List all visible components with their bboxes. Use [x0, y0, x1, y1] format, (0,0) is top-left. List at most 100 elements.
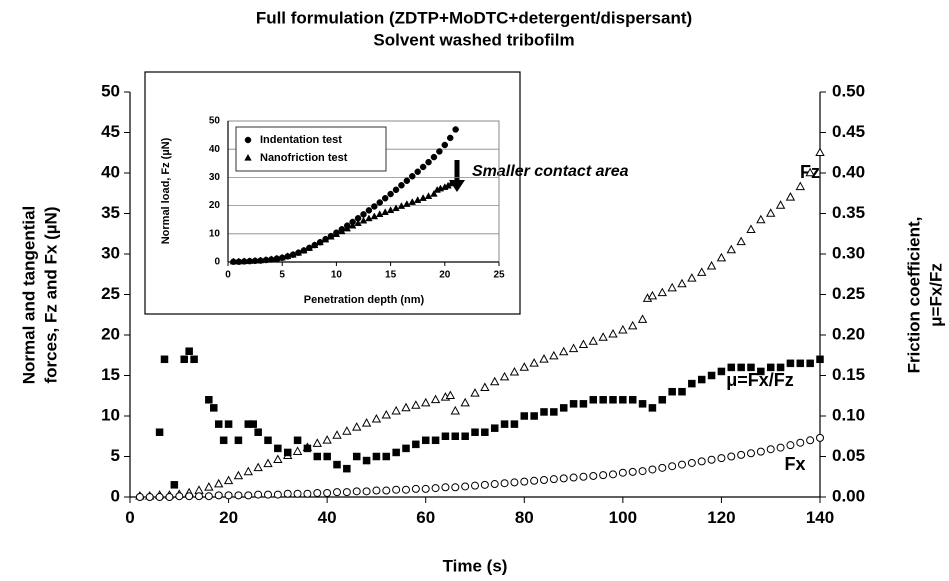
x-tick-label: 0: [125, 508, 134, 527]
data-point: [323, 452, 331, 461]
data-point: [300, 246, 308, 254]
data-point: [267, 255, 276, 263]
data-point: [431, 484, 440, 493]
data-point: [628, 467, 637, 476]
x-tick-label: 0: [225, 270, 231, 281]
data-point: [234, 436, 243, 445]
data-point: [776, 363, 785, 372]
y2-tick-label: 0.45: [832, 122, 865, 141]
data-point: [628, 320, 638, 330]
data-point: [135, 493, 144, 501]
data-point: [234, 491, 243, 500]
data-point: [381, 195, 389, 202]
data-point: [190, 355, 198, 364]
data-point: [170, 481, 179, 489]
data-point: [421, 397, 431, 407]
y2-tick-label: 0.50: [832, 81, 865, 100]
data-point: [278, 253, 286, 261]
data-point: [707, 455, 716, 464]
data-point: [359, 216, 368, 224]
y-tick-label: 40: [101, 162, 120, 181]
data-point: [726, 244, 736, 254]
data-point: [500, 420, 509, 428]
data-point: [805, 167, 815, 177]
data-point: [569, 473, 578, 482]
data-point: [688, 379, 696, 388]
y-tick-label: 20: [101, 324, 120, 343]
data-point: [224, 420, 233, 428]
data-point: [332, 230, 341, 238]
data-point: [305, 244, 314, 251]
data-point: [490, 480, 499, 489]
data-point: [786, 441, 795, 450]
data-point: [155, 493, 164, 501]
data-point: [647, 290, 658, 300]
data-point: [500, 479, 509, 488]
data-point: [333, 460, 341, 469]
y2-tick-label: 0.40: [832, 162, 865, 181]
data-point: [294, 248, 303, 256]
data-point: [736, 236, 746, 246]
chart-subtitle: Solvent washed tribofilm: [373, 30, 574, 49]
x-tick-label: 140: [806, 508, 834, 527]
data-point: [313, 488, 322, 497]
data-point: [233, 470, 244, 480]
data-point: [747, 363, 755, 372]
data-point: [371, 203, 378, 210]
data-point: [289, 250, 297, 258]
data-point: [361, 418, 372, 427]
x-tick-label: 80: [515, 508, 534, 527]
x-tick-label: 20: [219, 508, 238, 527]
inset-frame: [144, 71, 521, 315]
y-tick-label: 45: [101, 122, 120, 141]
data-point: [274, 444, 282, 453]
x-tick-label: 100: [609, 508, 637, 527]
data-point: [303, 489, 312, 498]
data-point: [376, 199, 384, 206]
data-point: [441, 141, 449, 149]
data-point: [441, 483, 450, 492]
data-point: [451, 483, 460, 492]
data-point: [381, 208, 389, 216]
data-point: [273, 454, 283, 464]
data-point: [338, 227, 346, 235]
x-tick-label: 120: [707, 508, 735, 527]
x-tick-label: 15: [385, 270, 397, 281]
data-point: [697, 375, 706, 384]
data-point: [292, 446, 303, 455]
y-tick-label: 15: [101, 365, 120, 384]
data-point: [204, 482, 214, 491]
data-point: [155, 428, 164, 436]
data-point: [588, 336, 598, 345]
y-tick-label: 20: [209, 200, 221, 211]
data-point: [180, 355, 188, 364]
data-point: [409, 173, 416, 180]
x-tick-label: 20: [439, 270, 451, 281]
data-point: [430, 153, 438, 161]
data-point: [411, 400, 421, 409]
data-point: [568, 343, 579, 353]
data-point: [717, 367, 726, 376]
data-point: [609, 396, 617, 404]
data-point: [245, 257, 254, 264]
data-point: [323, 488, 332, 497]
data-point: [343, 464, 351, 473]
data-point: [520, 412, 529, 420]
data-point: [303, 444, 312, 453]
data-point: [365, 207, 373, 214]
data-point: [785, 192, 796, 201]
data-point: [648, 404, 657, 412]
y-tick-label: 25: [101, 284, 120, 303]
data-point: [658, 396, 667, 404]
annotation: Smaller contact area: [472, 163, 629, 180]
data-point: [678, 460, 686, 469]
data-point: [589, 471, 598, 480]
data-point: [251, 256, 259, 264]
data-point: [352, 422, 362, 431]
data-point: [441, 432, 450, 440]
data-point: [430, 189, 438, 197]
y-axis-label: forces, Fz and Fx (µN): [41, 207, 60, 384]
data-point: [668, 462, 677, 471]
data-point: [490, 424, 499, 432]
data-point: [509, 367, 520, 376]
